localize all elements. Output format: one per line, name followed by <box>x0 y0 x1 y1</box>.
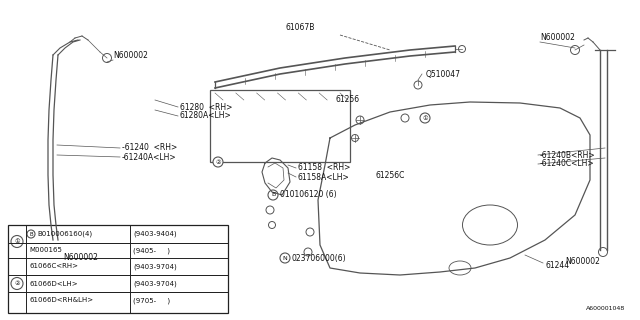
Circle shape <box>280 253 290 263</box>
Circle shape <box>351 134 358 141</box>
Text: B: B <box>29 231 33 236</box>
Text: ①: ① <box>14 239 20 244</box>
Circle shape <box>420 113 430 123</box>
Circle shape <box>414 81 422 89</box>
Text: N600002: N600002 <box>63 253 98 262</box>
Text: M000165: M000165 <box>29 247 62 253</box>
Text: (9403-9404): (9403-9404) <box>133 231 177 237</box>
Circle shape <box>306 228 314 236</box>
Circle shape <box>570 45 579 54</box>
Circle shape <box>269 221 275 228</box>
Bar <box>210 90 350 162</box>
Circle shape <box>356 116 364 124</box>
Text: N: N <box>283 255 287 260</box>
Text: 61066D<LH>: 61066D<LH> <box>29 281 77 286</box>
Text: (9705-     ): (9705- ) <box>133 297 170 304</box>
Text: -61240A<LH>: -61240A<LH> <box>122 153 177 162</box>
Text: -61240B<RH>: -61240B<RH> <box>540 150 596 159</box>
Text: (9403-9704): (9403-9704) <box>133 280 177 287</box>
Text: 61066C<RH>: 61066C<RH> <box>29 263 78 269</box>
Text: 61256C: 61256C <box>375 171 404 180</box>
Text: (9405-     ): (9405- ) <box>133 247 170 254</box>
Text: 61256: 61256 <box>335 95 359 105</box>
Text: 61158A<LH>: 61158A<LH> <box>298 172 349 181</box>
Circle shape <box>598 247 607 257</box>
Circle shape <box>458 45 465 52</box>
Circle shape <box>11 277 23 290</box>
Text: N600002: N600002 <box>540 34 575 43</box>
Text: A600001048: A600001048 <box>586 306 625 310</box>
Circle shape <box>27 230 35 238</box>
Text: B: B <box>271 193 275 197</box>
Text: B010006160(4): B010006160(4) <box>37 231 92 237</box>
Text: ①: ① <box>422 116 428 121</box>
Text: Q510047: Q510047 <box>426 69 461 78</box>
Text: -61240C<LH>: -61240C<LH> <box>540 159 595 169</box>
Text: 61280A<LH>: 61280A<LH> <box>180 111 232 121</box>
Text: ②: ② <box>14 281 20 286</box>
Text: N600002: N600002 <box>113 51 148 60</box>
Text: N600002: N600002 <box>565 258 600 267</box>
Text: 61158  <RH>: 61158 <RH> <box>298 164 350 172</box>
Text: 61244: 61244 <box>545 260 569 269</box>
Circle shape <box>213 157 223 167</box>
Circle shape <box>268 190 278 200</box>
Text: 010106120 (6): 010106120 (6) <box>280 190 337 199</box>
Circle shape <box>102 53 111 62</box>
Circle shape <box>304 248 312 256</box>
Text: (9403-9704): (9403-9704) <box>133 263 177 270</box>
Circle shape <box>51 244 61 252</box>
Text: -61240  <RH>: -61240 <RH> <box>122 143 177 153</box>
Text: 61280  <RH>: 61280 <RH> <box>180 102 232 111</box>
Circle shape <box>401 114 409 122</box>
Bar <box>8 225 228 313</box>
Circle shape <box>266 206 274 214</box>
Circle shape <box>11 236 23 247</box>
Text: ②: ② <box>215 159 221 164</box>
Text: 023706000(6): 023706000(6) <box>292 253 347 262</box>
Text: 61067B: 61067B <box>285 23 314 33</box>
Text: 61066D<RH&LH>: 61066D<RH&LH> <box>29 298 93 303</box>
